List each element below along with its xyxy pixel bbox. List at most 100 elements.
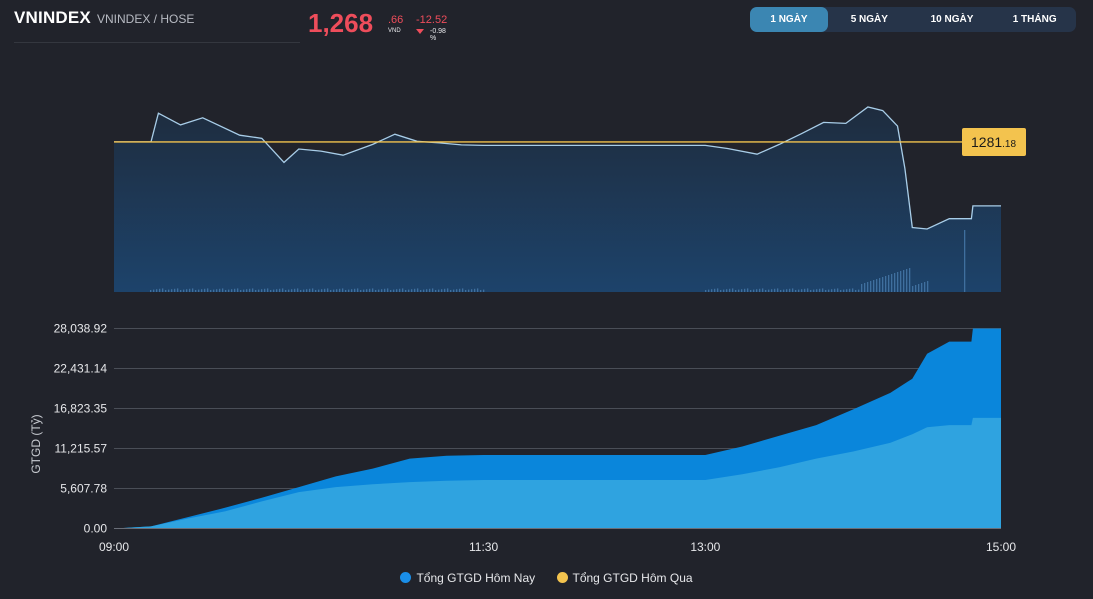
volume-bar	[831, 289, 833, 292]
volume-bar	[333, 289, 335, 292]
volume-bar	[267, 288, 269, 292]
volume-bar	[717, 288, 719, 292]
volume-bar	[819, 288, 821, 292]
down-arrow-icon	[416, 29, 424, 34]
tab-5-days[interactable]: 5 NGÀY	[850, 14, 888, 25]
volume-bar	[964, 230, 966, 292]
volume-bar	[354, 288, 356, 292]
volume-bar	[777, 288, 779, 292]
volume-bar	[921, 283, 923, 292]
volume-bar	[393, 289, 395, 292]
volume-bar	[483, 289, 485, 292]
ticker-symbol: VNINDEX	[14, 8, 91, 27]
price-chart: 1281.18	[114, 106, 1026, 292]
volume-bar	[924, 282, 926, 292]
volume-bar	[903, 270, 905, 292]
volume-bar	[177, 288, 179, 292]
volume-bar	[342, 288, 344, 292]
volume-bar	[351, 289, 353, 292]
volume-bar	[888, 275, 890, 292]
volume-bar	[732, 288, 734, 292]
volume-bar	[186, 289, 188, 292]
volume-bar	[201, 289, 203, 292]
volume-bar	[264, 288, 266, 292]
volume-bar	[726, 289, 728, 292]
volume-bar	[738, 289, 740, 292]
volume-bar	[795, 290, 797, 292]
volume-bar	[456, 289, 458, 292]
y-axis-ticks: 28,038.92 22,431.14 16,823.35 11,215.57 5,60…	[54, 322, 108, 536]
volume-bar	[813, 289, 815, 292]
volume-bar	[297, 288, 299, 292]
volume-bar	[864, 283, 866, 292]
volume-bar	[447, 288, 449, 292]
volume-bar	[210, 290, 212, 292]
volume-bar	[273, 289, 275, 292]
x-tick-label: 15:00	[986, 540, 1016, 554]
volume-bar	[774, 288, 776, 292]
volume-bar	[150, 290, 152, 292]
volume-bar	[378, 289, 380, 292]
volume-bar	[780, 290, 782, 292]
y-tick-label: 16,823.35	[54, 402, 108, 416]
volume-bar	[324, 288, 326, 292]
volume-bar	[414, 288, 416, 292]
volume-bar	[840, 290, 842, 292]
volume-bar	[381, 289, 383, 292]
volume-bar	[360, 290, 362, 292]
volume-bar	[207, 288, 209, 292]
reference-price-label: 1281.18	[971, 134, 1016, 150]
volume-bar	[198, 289, 200, 292]
tab-1-day[interactable]: 1 NGÀY	[750, 7, 828, 32]
volume-bar	[327, 288, 329, 292]
charts-canvas: 1281.18 28,038.92 22,431.14 16,823.35 11,21…	[29, 106, 1026, 555]
volume-bar	[705, 290, 707, 292]
volume-bar	[192, 288, 194, 292]
y-axis-label: GTGD (Tỷ)	[29, 414, 43, 473]
volume-bar	[243, 289, 245, 292]
volume-bar	[402, 288, 404, 292]
y-tick-label: 22,431.14	[54, 362, 108, 376]
legend-item-today[interactable]: Tổng GTGD Hôm Nay	[400, 571, 535, 585]
volume-bar	[399, 288, 401, 292]
volume-bar	[357, 288, 359, 292]
volume-bar	[807, 288, 809, 292]
volume-bar	[708, 289, 710, 292]
volume-bar	[828, 289, 830, 292]
volume-bar	[849, 288, 851, 292]
volume-bar	[480, 290, 482, 292]
volume-bar	[276, 289, 278, 292]
y-tick-label: 0.00	[84, 522, 108, 536]
volume-bar	[246, 289, 248, 292]
volume-bar	[369, 288, 371, 292]
volume-bar	[759, 288, 761, 292]
volume-bar	[312, 288, 314, 292]
volume-bar	[339, 288, 341, 292]
volume-bar	[303, 289, 305, 292]
volume-bar	[912, 286, 914, 292]
volume-bar	[786, 289, 788, 292]
legend-item-yesterday[interactable]: Tổng GTGD Hôm Qua	[556, 571, 693, 585]
volume-bar	[450, 290, 452, 292]
volume-bar	[810, 290, 812, 292]
volume-bar	[711, 289, 713, 292]
price-line	[114, 106, 1001, 230]
y-tick-label: 11,215.57	[55, 442, 108, 456]
tab-1-month[interactable]: 1 THÁNG	[1012, 14, 1057, 25]
volume-bar	[900, 271, 902, 292]
volume-bar	[723, 289, 725, 292]
volume-bar	[279, 288, 281, 292]
price-main: 1,268	[308, 8, 374, 38]
volume-bar	[879, 278, 881, 292]
volume-bar	[771, 289, 773, 292]
volume-bar	[804, 288, 806, 292]
price-change-pct: -0.98 %	[430, 28, 446, 42]
tab-10-days[interactable]: 10 NGÀY	[930, 14, 974, 25]
volume-bar	[918, 284, 920, 292]
volume-bar	[321, 289, 323, 292]
volume-bar	[363, 289, 365, 292]
volume-bar	[345, 290, 347, 292]
value-chart: 28,038.92 22,431.14 16,823.35 11,215.57 5,60…	[29, 322, 1016, 555]
volume-bar	[762, 288, 764, 292]
volume-bar	[858, 289, 860, 292]
